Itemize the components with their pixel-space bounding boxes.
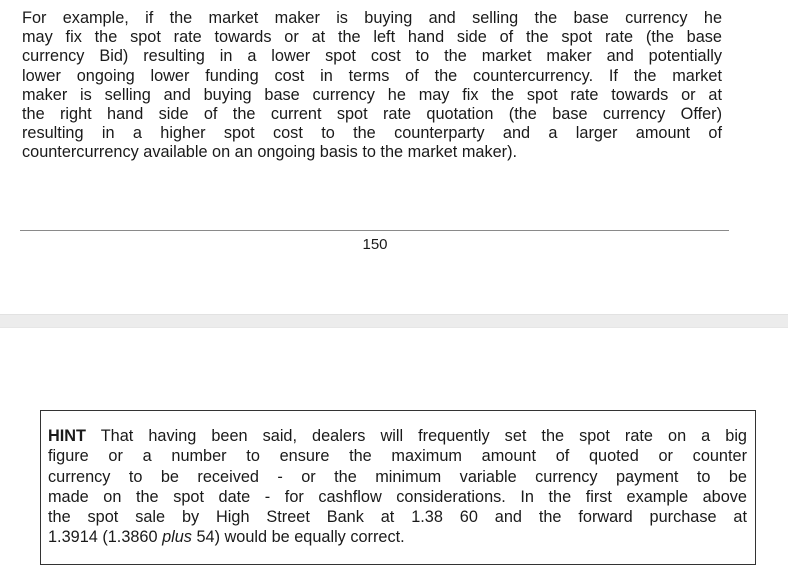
hint-text: HINT That having been said, dealers will… bbox=[48, 426, 747, 548]
paragraph-line: may fix the spot rate towards or at the … bbox=[22, 28, 722, 47]
paragraph-line: lower ongoing lower funding cost in term… bbox=[22, 66, 722, 85]
body-paragraph: For example, if the market maker is buyi… bbox=[22, 9, 722, 163]
hint-box: HINT That having been said, dealers will… bbox=[40, 410, 756, 565]
footer-divider bbox=[20, 230, 729, 231]
hint-italic-word: plus bbox=[162, 528, 192, 547]
hint-line-text: 54) would be equally correct. bbox=[191, 528, 405, 547]
hint-line-text: 1.3914 (1.3860 bbox=[48, 528, 163, 547]
paragraph-line: currency Bid) resulting in a lower spot … bbox=[22, 47, 722, 66]
hint-line: HINT That having been said, dealers will… bbox=[48, 426, 747, 446]
hint-line: made on the spot date - for cashflow con… bbox=[48, 487, 747, 506]
paragraph-line: For example, if the market maker is buyi… bbox=[22, 9, 722, 27]
paragraph-line: the right hand side of the current spot … bbox=[22, 105, 722, 124]
page-separator bbox=[0, 314, 788, 328]
paragraph-line: resulting in a higher spot cost to the c… bbox=[22, 124, 722, 143]
paragraph-line: countercurrency available on an ongoing … bbox=[22, 143, 518, 162]
hint-line: currency to be received - or the minimum… bbox=[48, 467, 747, 486]
hint-line: figure or a number to ensure the maximum… bbox=[48, 447, 747, 466]
hint-line: 1.3914 (1.3860 plus 54) would be equally… bbox=[48, 527, 747, 547]
page-number: 150 bbox=[362, 236, 388, 253]
hint-line-text: That having been said, dealers will freq… bbox=[85, 427, 747, 445]
hint-line: the spot sale by High Street Bank at 1.3… bbox=[48, 508, 747, 527]
document-page: For example, if the market maker is buyi… bbox=[20, 9, 729, 253]
hint-label: HINT bbox=[48, 427, 86, 445]
paragraph-line: maker is selling and buying base currenc… bbox=[22, 85, 722, 104]
